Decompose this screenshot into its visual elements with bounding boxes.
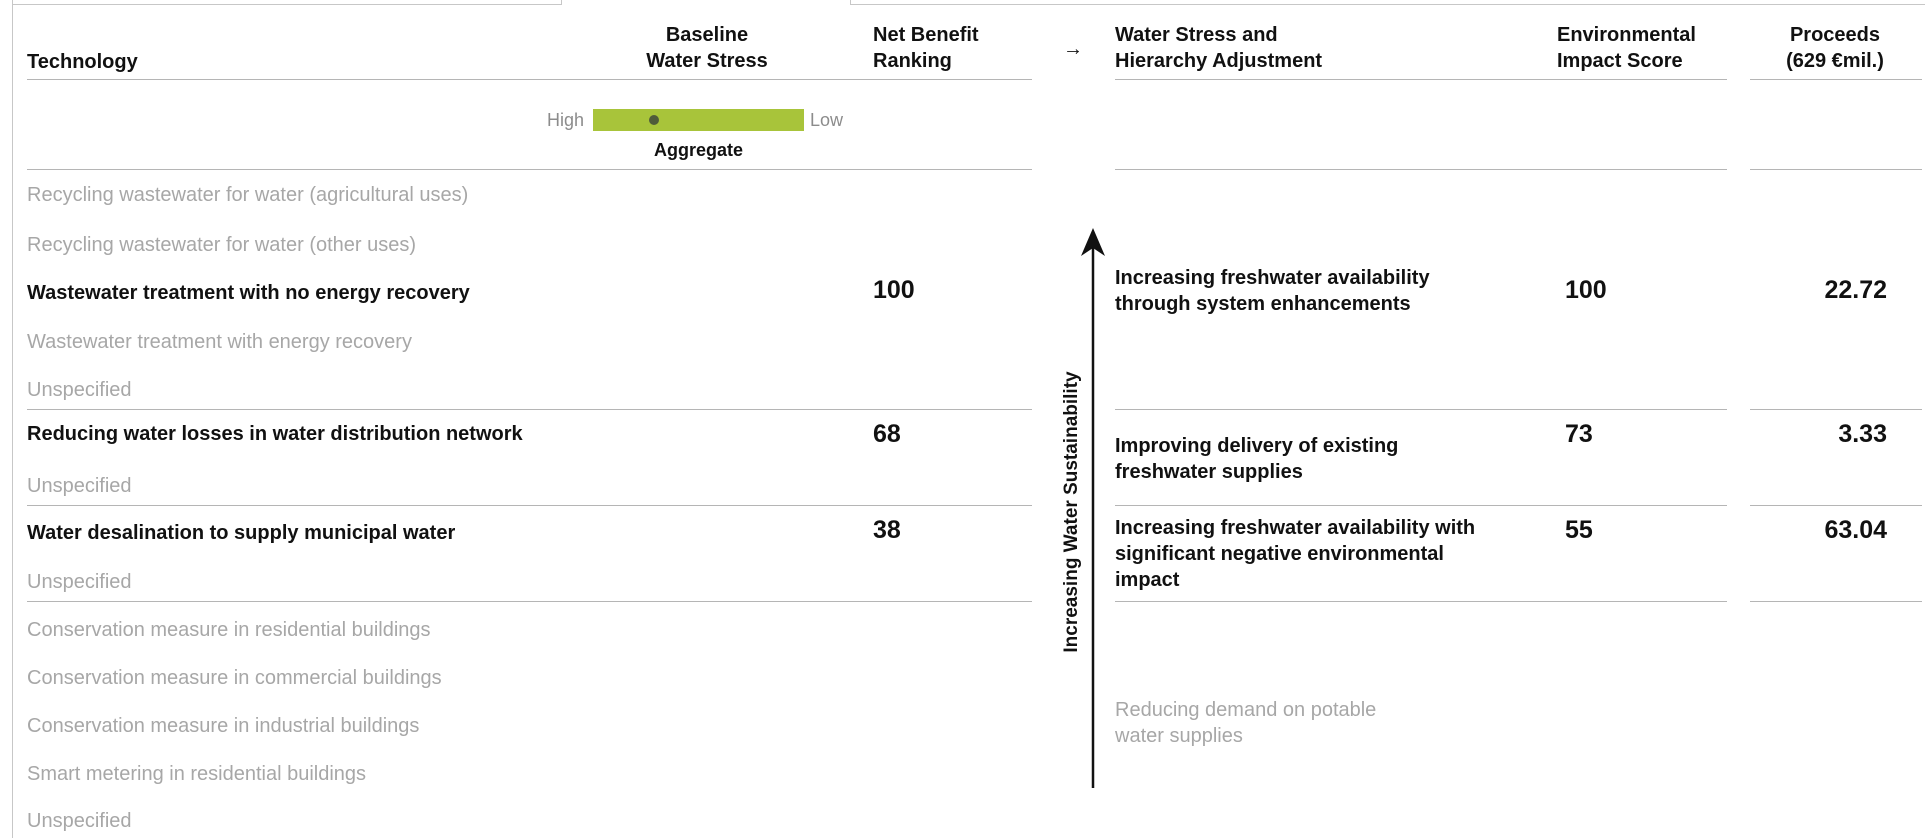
group-rule-left-4 — [27, 601, 1032, 602]
section-rule-left-1 — [27, 169, 1032, 170]
group-rule-left-2 — [27, 409, 1032, 410]
technology-row: Reducing water losses in water distribut… — [27, 423, 523, 445]
proceeds-value: 22.72 — [1824, 276, 1887, 304]
technology-row: Wastewater treatment with energy recover… — [27, 331, 412, 353]
net-benefit-ranking-value: 38 — [873, 516, 901, 544]
section-rule-mid-1 — [1115, 169, 1727, 170]
group-rule-right-4 — [1750, 601, 1922, 602]
technology-row: Recycling wastewater for water (other us… — [27, 234, 417, 256]
technology-row: Conservation measure in commercial build… — [27, 667, 442, 689]
header-proceeds: Proceeds (629 €mil.) — [1786, 24, 1884, 72]
section-rule-right-1 — [1750, 169, 1922, 170]
header-rule-left — [27, 79, 1032, 80]
group-rule-right-3 — [1750, 505, 1922, 506]
header-rule-right — [1750, 79, 1922, 80]
category-label: Reducing demand on potable water supplie… — [1115, 699, 1377, 747]
category-label: Increasing freshwater availability with … — [1115, 517, 1476, 591]
header-environmental-impact-score: Environmental Impact Score — [1557, 24, 1696, 72]
scale-high-label: High — [547, 110, 585, 130]
group-rule-mid-2 — [1115, 409, 1727, 410]
group-rule-mid-3 — [1115, 505, 1727, 506]
technology-row: Unspecified — [27, 475, 132, 497]
tab-outline-left — [12, 0, 562, 5]
header-net-benefit-ranking: Net Benefit Ranking — [873, 24, 979, 72]
axis-label-water-sustainability: Increasing Water Sustainability — [1061, 371, 1082, 653]
environmental-impact-score-value: 55 — [1565, 516, 1593, 544]
group-rule-right-2 — [1750, 409, 1922, 410]
header-technology: Technology — [27, 51, 138, 73]
environmental-impact-score-value: 100 — [1565, 276, 1607, 304]
tab-outline-right — [850, 0, 1925, 5]
scale-marker-dot — [649, 115, 660, 125]
category-label: Improving delivery of existing freshwate… — [1115, 435, 1399, 483]
header-baseline-water-stress: Baseline Water Stress — [646, 24, 768, 72]
header-rule-mid — [1115, 79, 1727, 80]
environmental-impact-score-value: 73 — [1565, 420, 1593, 448]
header-water-stress-hierarchy: Water Stress and Hierarchy Adjustment — [1115, 24, 1323, 72]
proceeds-value: 3.33 — [1838, 420, 1887, 448]
technology-row: Unspecified — [27, 571, 132, 593]
technology-row: Wastewater treatment with no energy reco… — [27, 282, 470, 304]
proceeds-value: 63.04 — [1824, 516, 1887, 544]
technology-row: Smart metering in residential buildings — [27, 763, 367, 785]
technology-row: Conservation measure in industrial build… — [27, 715, 420, 737]
category-label: Increasing freshwater availability throu… — [1115, 267, 1430, 315]
water-stress-scale-bar — [593, 109, 804, 131]
group-rule-mid-4 — [1115, 601, 1727, 602]
right-arrow-icon: → — [1063, 38, 1083, 60]
left-frame-line — [12, 4, 13, 838]
technology-row: Unspecified — [27, 810, 132, 832]
group-rule-left-3 — [27, 505, 1032, 506]
technology-row: Water desalination to supply municipal w… — [27, 522, 456, 544]
net-benefit-ranking-value: 100 — [873, 276, 915, 304]
up-arrow-icon — [1081, 228, 1105, 788]
technology-row: Recycling wastewater for water (agricult… — [27, 184, 469, 206]
net-benefit-ranking-value: 68 — [873, 420, 901, 448]
scale-aggregate-label: Aggregate — [653, 140, 743, 160]
technology-row: Conservation measure in residential buil… — [27, 619, 431, 641]
technology-row: Unspecified — [27, 379, 132, 401]
scale-low-label: Low — [810, 110, 844, 130]
